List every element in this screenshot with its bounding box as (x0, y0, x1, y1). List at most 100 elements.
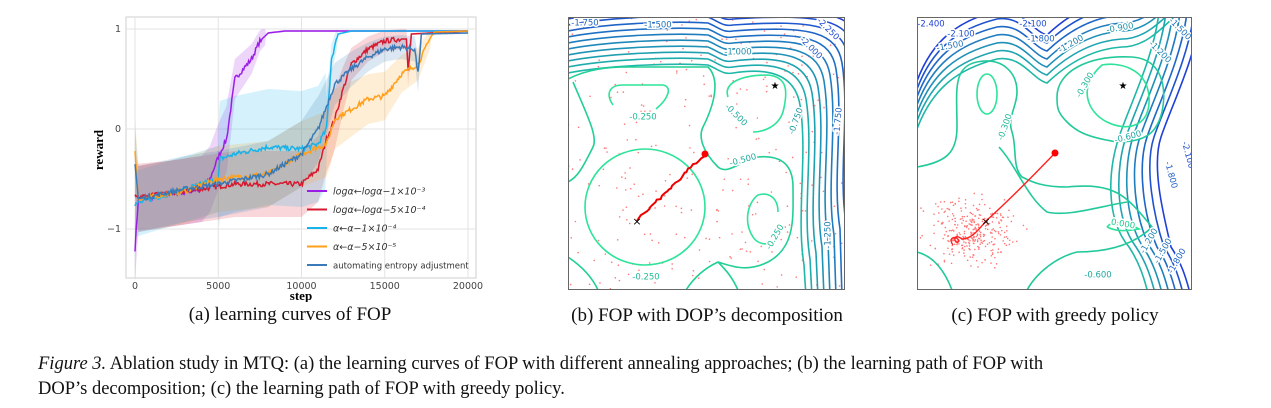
sample-dot (684, 98, 687, 101)
sample-dot (708, 95, 711, 97)
sample-dot (978, 203, 981, 206)
sample-dot (921, 234, 923, 237)
sample-dot (817, 99, 820, 102)
sample-dot (950, 229, 953, 232)
sample-dot (756, 117, 759, 119)
sample-dot (624, 177, 627, 180)
sample-dot (801, 55, 803, 58)
sample-dot (991, 252, 994, 254)
sample-dot (949, 201, 952, 204)
sample-dot (951, 212, 954, 215)
sample-dot (970, 224, 972, 226)
legend-label: logα←logα−1×10⁻³ (333, 187, 426, 198)
sample-dot (791, 156, 794, 159)
sample-dot (614, 277, 617, 279)
sample-dot (956, 224, 959, 226)
sample-dot (686, 177, 689, 179)
sample-dot (983, 234, 986, 236)
sample-dot (823, 106, 825, 109)
sample-dot (684, 105, 686, 108)
sample-dot (990, 254, 993, 257)
start-marker (1051, 149, 1059, 157)
sample-dot (780, 238, 782, 241)
contour-plot-greedy: × ★ -2.400-2.100-1.500-2.100-1.800 -1.200… (917, 17, 1192, 290)
sample-dot (757, 260, 759, 263)
learning-path (636, 153, 706, 222)
sample-dot (961, 222, 963, 224)
sample-dot (614, 83, 616, 86)
sample-dot (986, 220, 989, 223)
sample-dot (663, 194, 666, 197)
sample-dot (1008, 243, 1011, 246)
sample-dot (689, 147, 691, 149)
sample-dot (948, 208, 951, 211)
optimum-star-marker: ★ (1119, 81, 1128, 92)
y-tick-label: 1 (115, 24, 121, 35)
sample-dot (755, 138, 758, 140)
sample-dot (710, 95, 713, 98)
sample-dot (783, 33, 786, 35)
sample-dot (998, 221, 1000, 223)
contour-label: -0.250 (632, 273, 659, 283)
contour-line (568, 66, 794, 290)
sample-dot (963, 252, 965, 254)
sample-dot (943, 211, 945, 214)
sample-dot (1011, 241, 1014, 243)
sample-dot (752, 21, 754, 23)
sample-dot (708, 260, 711, 263)
contour-line (917, 60, 1154, 290)
sample-dot (731, 189, 734, 192)
sample-dot (995, 217, 998, 219)
sample-dot (622, 91, 625, 93)
sample-dot (943, 259, 946, 262)
sample-dot (626, 139, 629, 141)
contour-line (917, 17, 1072, 82)
sample-dot (735, 126, 737, 129)
sample-dot (745, 250, 748, 252)
sample-dot (973, 220, 976, 223)
sample-dot (977, 266, 979, 268)
sample-dot (994, 237, 996, 240)
sample-dot (739, 88, 742, 90)
sample-dot (766, 85, 768, 88)
sample-dot (735, 103, 738, 105)
sample-dot (666, 29, 669, 31)
sample-dot (951, 239, 954, 242)
sample-dot (977, 224, 980, 226)
sample-dot (940, 222, 943, 224)
sample-dot (946, 215, 949, 218)
sample-dot (649, 110, 651, 112)
contour-line (917, 17, 1113, 98)
sample-dot (982, 240, 985, 243)
sample-dot (610, 261, 613, 264)
sample-dot (643, 233, 646, 236)
legend: logα←logα−1×10⁻³ logα←logα−5×10⁻⁴ α←α−1×10… (307, 187, 469, 272)
sample-dot (637, 151, 640, 154)
x-tick-label: 20000 (453, 281, 483, 292)
sample-dot (623, 123, 626, 125)
sample-dot (970, 220, 972, 223)
contour-label: -1.750 (832, 107, 844, 135)
sample-dot (966, 245, 968, 247)
sample-dot (698, 249, 701, 251)
sample-dot (979, 243, 982, 245)
sample-dot (568, 165, 570, 167)
sample-dot (1007, 216, 1009, 218)
sample-dot (989, 231, 992, 234)
sample-dot (963, 255, 966, 257)
sample-dot (951, 218, 954, 221)
sample-dot (997, 248, 1000, 250)
sample-dot (976, 209, 979, 211)
figure-label: Figure 3. (38, 354, 107, 374)
contour-line (917, 17, 1147, 106)
sample-dot (953, 243, 956, 246)
sample-dot (963, 245, 966, 248)
sample-dot (972, 254, 975, 257)
sample-dot (805, 151, 808, 154)
contour-line (1106, 221, 1142, 232)
sample-dot (762, 78, 765, 81)
contour-line (1118, 17, 1167, 290)
sample-dot (966, 215, 969, 218)
contour-label: -1.750 (571, 19, 598, 29)
sample-dot (792, 120, 795, 123)
